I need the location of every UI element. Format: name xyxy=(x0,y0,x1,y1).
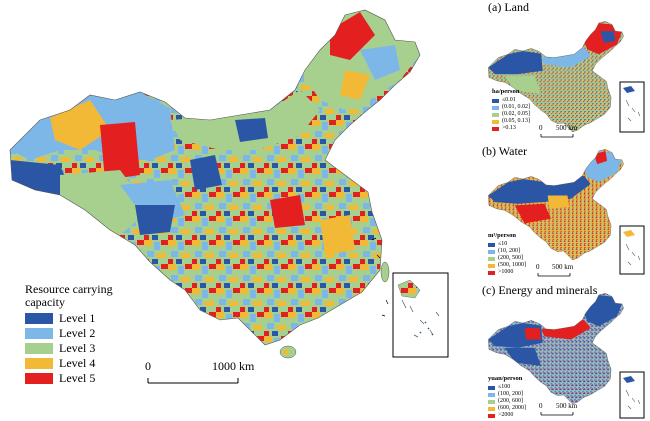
panel-b-legend-item: (200, 500] xyxy=(488,255,526,262)
panel-b-scale-end: 500 km xyxy=(552,263,574,271)
panel-a-legend-item: ≤0.01 xyxy=(492,97,530,104)
legend-swatch xyxy=(488,242,495,247)
legend-swatch xyxy=(492,105,499,110)
panel-b-unit: m³/person xyxy=(488,232,516,239)
main-legend: Level 1 Level 2 Level 3 Level 4 Level 5 xyxy=(25,311,95,386)
legend-swatch xyxy=(488,392,495,397)
legend-swatch xyxy=(488,385,495,390)
panel-c-legend-item: ≤100 xyxy=(488,384,526,391)
legend-label: >0.13 xyxy=(502,125,516,131)
legend-swatch xyxy=(25,358,53,369)
main-legend-title-line2: capacity xyxy=(25,295,65,309)
panel-a-scale-end: 500 km xyxy=(556,124,578,132)
legend-swatch xyxy=(25,313,53,324)
legend-label: ≤0.01 xyxy=(502,97,516,103)
legend-label: (600, 2000] xyxy=(498,405,526,411)
panel-c-scale-start: 0 xyxy=(539,402,543,410)
legend-label: ≤100 xyxy=(498,384,511,390)
legend-swatch xyxy=(492,119,499,124)
panel-b-legend-item: ≤10 xyxy=(488,241,526,248)
panel-a-scale-start: 0 xyxy=(539,124,543,132)
legend-swatch xyxy=(488,249,495,254)
panel-a-legend-item: (0.02, 0.05] xyxy=(492,111,530,118)
legend-item-level-3: Level 3 xyxy=(25,341,95,356)
legend-swatch xyxy=(488,406,495,411)
legend-item-level-5: Level 5 xyxy=(25,371,95,386)
panel-c-legend: ≤100 (100, 200] (200, 600] (600, 2000] >… xyxy=(488,384,526,419)
legend-swatch xyxy=(488,413,495,418)
main-legend-title: Resource carrying capacity xyxy=(25,283,113,309)
main-scale-bar xyxy=(147,378,239,384)
panel-a-title: (a) Land xyxy=(488,0,529,14)
legend-swatch xyxy=(25,343,53,354)
panel-b-legend-item: >1000 xyxy=(488,269,526,276)
legend-swatch xyxy=(492,98,499,103)
panel-c-legend-item: (600, 2000] xyxy=(488,405,526,412)
legend-swatch xyxy=(492,126,499,131)
panel-b-title: (b) Water xyxy=(482,144,528,158)
panel-a-unit: ha/person xyxy=(492,88,520,95)
panel-scale-bars xyxy=(537,134,574,416)
legend-label: (200, 500] xyxy=(498,255,523,261)
panel-c-unit: yuan/person xyxy=(488,375,523,382)
legend-label: (0.05, 0.13] xyxy=(502,118,530,124)
legend-label: >1000 xyxy=(498,269,514,275)
panel-b-legend-item: (500, 1000] xyxy=(488,262,526,269)
panel-a-legend: ≤0.01 (0.01, 0.02] (0.02, 0.05] (0.05, 0… xyxy=(492,97,530,132)
legend-label: >2000 xyxy=(498,412,514,418)
main-scale-start: 0 xyxy=(145,359,151,373)
panel-a-legend-item: >0.13 xyxy=(492,125,530,132)
panel-c-scale-end: 500 km xyxy=(556,402,578,410)
main-scale-end: 1000 km xyxy=(212,359,255,373)
legend-label: (0.01, 0.02] xyxy=(502,104,530,110)
legend-swatch xyxy=(25,328,53,339)
legend-item-level-2: Level 2 xyxy=(25,326,95,341)
legend-swatch xyxy=(492,112,499,117)
legend-label: Level 4 xyxy=(59,356,96,370)
panel-a-legend-item: (0.01, 0.02] xyxy=(492,104,530,111)
legend-label: (500, 1000] xyxy=(498,262,526,268)
panel-b-scale-start: 0 xyxy=(536,263,540,271)
legend-swatch xyxy=(488,399,495,404)
legend-label: Level 1 xyxy=(59,311,96,325)
legend-label: (200, 600] xyxy=(498,398,523,404)
panel-c-legend-item: >2000 xyxy=(488,412,526,419)
legend-swatch xyxy=(25,373,53,384)
panel-a-legend-item: (0.05, 0.13] xyxy=(492,118,530,125)
legend-label: Level 2 xyxy=(59,326,96,340)
legend-swatch xyxy=(488,270,495,275)
legend-label: (0.02, 0.05] xyxy=(502,111,530,117)
panel-c-legend-item: (200, 600] xyxy=(488,398,526,405)
legend-swatch xyxy=(488,263,495,268)
panel-b-legend: ≤10 (10, 200] (200, 500] (500, 1000] >10… xyxy=(488,241,526,276)
panel-c-legend-item: (100, 200] xyxy=(488,391,526,398)
legend-label: Level 3 xyxy=(59,341,96,355)
panel-b-legend-item: (10, 200] xyxy=(488,248,526,255)
legend-label: ≤10 xyxy=(498,241,508,247)
legend-item-level-4: Level 4 xyxy=(25,356,95,371)
legend-swatch xyxy=(488,256,495,261)
legend-label: Level 5 xyxy=(59,371,96,385)
legend-label: (10, 200] xyxy=(498,248,520,254)
legend-label: (100, 200] xyxy=(498,391,523,397)
main-legend-title-line1: Resource carrying xyxy=(25,282,113,296)
legend-item-level-1: Level 1 xyxy=(25,311,95,326)
panel-c-title: (c) Energy and minerals xyxy=(482,283,598,297)
